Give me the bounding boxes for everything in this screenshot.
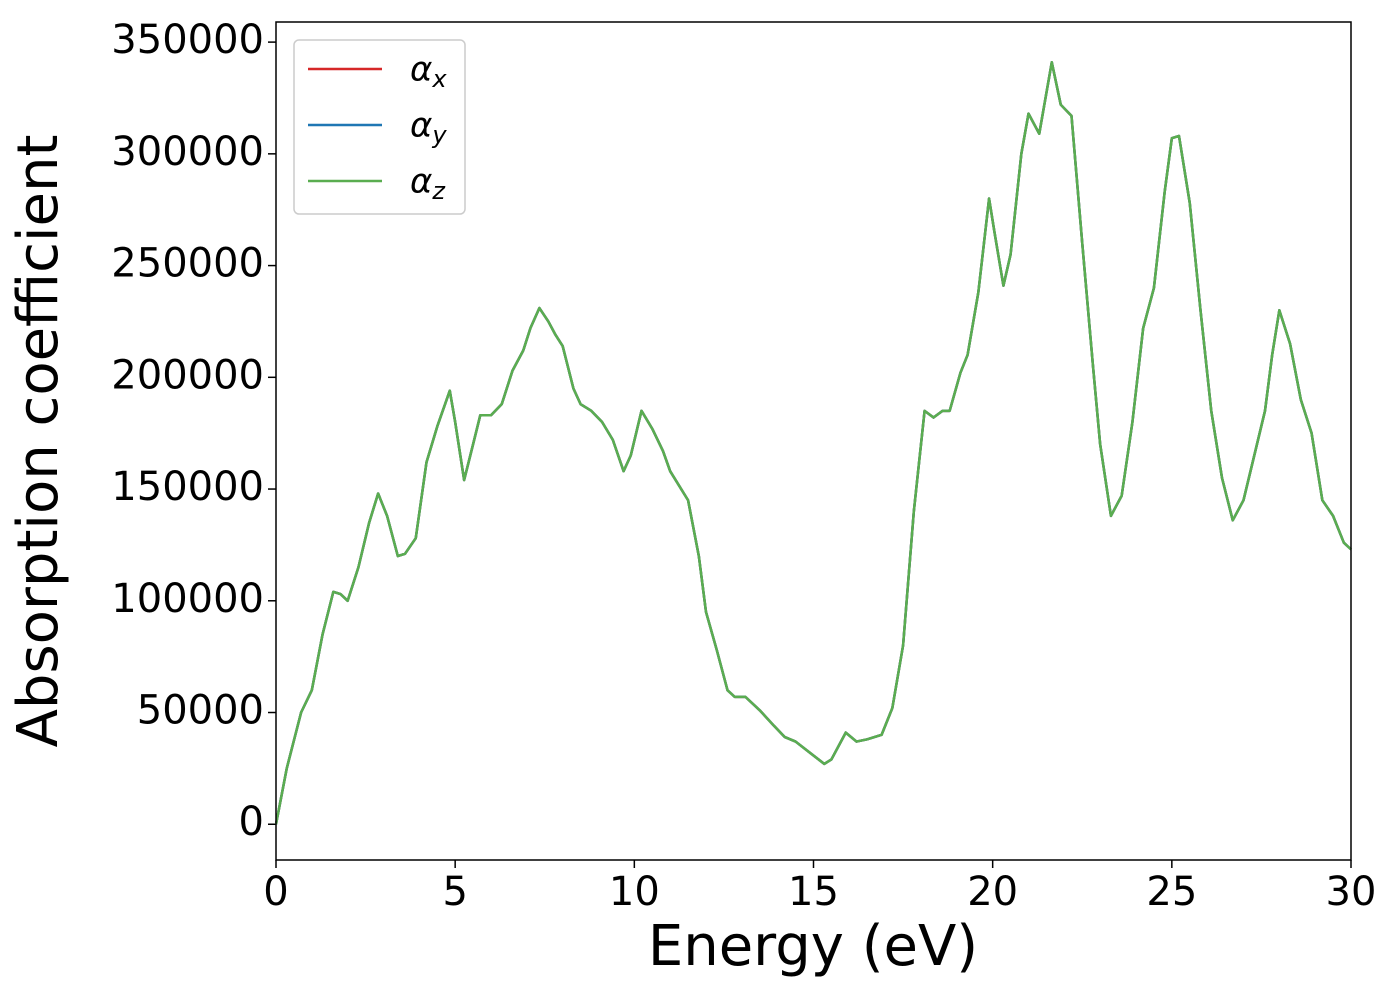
legend-subscript: y [431,121,447,149]
y-tick-label: 150000 [111,464,264,510]
y-tick-label: 100000 [111,576,264,622]
x-tick-label: 0 [263,869,288,915]
x-tick-label: 10 [609,869,660,915]
x-tick-label: 25 [1146,869,1197,915]
y-tick-label: 300000 [111,129,264,175]
y-axis-label: Absorption coefficient [6,135,71,748]
plot-frame [275,21,1352,861]
x-tick-label: 20 [967,869,1018,915]
y-tick-label: 350000 [111,17,264,63]
legend-box [293,39,466,215]
legend-subscript: x [431,65,447,93]
y-tick-label: 0 [239,799,264,845]
x-tick-label: 30 [1326,869,1377,915]
data-line [274,60,1352,825]
x-tick-label: 15 [788,869,839,915]
x-axis-label: Energy (eV) [648,914,978,979]
x-tick-label: 5 [442,869,467,915]
y-tick-label: 50000 [137,688,264,734]
y-tick-label: 200000 [111,352,264,398]
legend-subscript: z [431,177,446,205]
y-tick-label: 250000 [111,241,264,287]
